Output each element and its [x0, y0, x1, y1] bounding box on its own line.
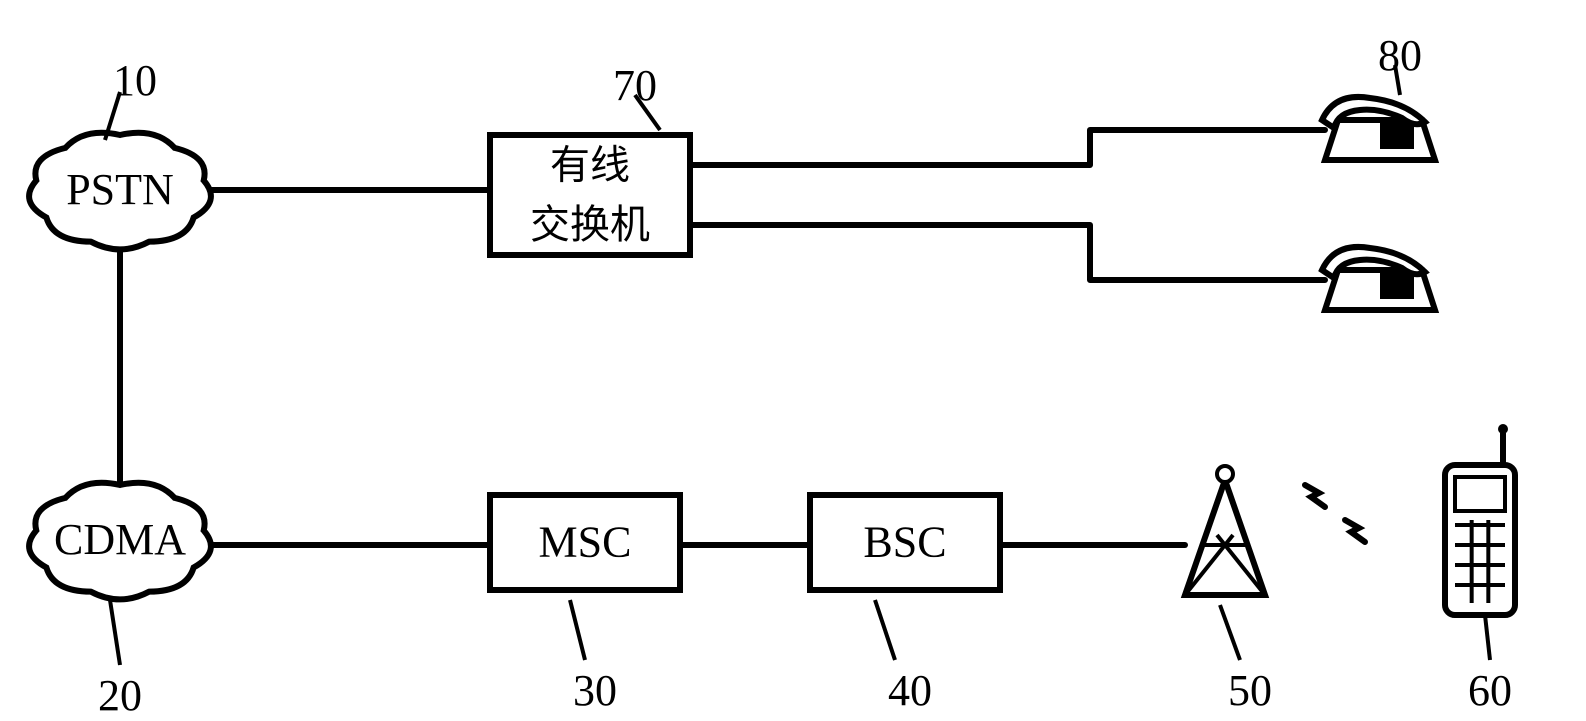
- wired-switch-node-label-line1: 有线: [550, 142, 630, 187]
- pstn-node-label: PSTN: [66, 165, 174, 214]
- cdma-node-label: CDMA: [54, 515, 186, 564]
- landline-phone-bottom: [1322, 247, 1435, 310]
- phone-top-number: 80: [1378, 31, 1422, 80]
- radio-bolt-icon: [1345, 520, 1365, 542]
- mobile-antenna-tip: [1498, 424, 1508, 434]
- connection: [690, 225, 1325, 280]
- msc-node: MSC: [490, 495, 680, 590]
- bsc-leader: [875, 600, 895, 660]
- antenna-leader: [1220, 605, 1240, 660]
- mobile-phone: [1445, 424, 1515, 615]
- radio-bolt-icon: [1305, 485, 1325, 507]
- antenna-tip: [1217, 466, 1233, 482]
- mobile-leader: [1485, 615, 1490, 660]
- mobile-number: 60: [1468, 666, 1512, 715]
- base-station-antenna: [1185, 466, 1265, 595]
- msc-number: 30: [573, 666, 617, 715]
- cdma-node: CDMA: [29, 483, 211, 600]
- cdma-leader: [110, 600, 120, 665]
- antenna-number: 50: [1228, 666, 1272, 715]
- phone-keypad: [1382, 125, 1412, 147]
- pstn-number: 10: [113, 56, 157, 105]
- cdma-number: 20: [98, 671, 142, 720]
- msc-leader: [570, 600, 585, 660]
- edges: [120, 130, 1325, 545]
- landline-phone-top: [1322, 97, 1435, 160]
- bsc-node-label: BSC: [863, 518, 946, 567]
- msc-node-label: MSC: [539, 518, 632, 567]
- pstn-node: PSTN: [29, 133, 211, 250]
- bsc-number: 40: [888, 666, 932, 715]
- wired-switch-number: 70: [613, 61, 657, 110]
- bsc-node: BSC: [810, 495, 1000, 590]
- wired-switch-node-label-line2: 交换机: [530, 202, 650, 247]
- phone-keypad: [1382, 275, 1412, 297]
- wired-switch-node: 有线交换机: [490, 135, 690, 255]
- connection: [690, 130, 1325, 165]
